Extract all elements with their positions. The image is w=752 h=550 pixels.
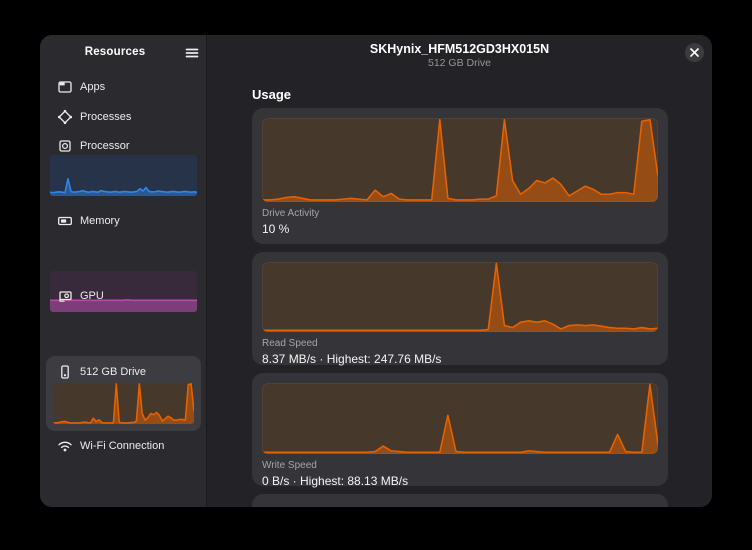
sidebar-item-processor[interactable]: Processor (40, 137, 207, 155)
close-button[interactable] (685, 43, 704, 62)
page-title: SKHynix_HFM512GD3HX015N (369, 42, 550, 56)
sidebar-item-gpu[interactable]: GPU (40, 287, 207, 305)
read-speed-card: Read Speed 8.37 MB/s · Highest: 247.76 M… (252, 252, 668, 366)
sidebar-item-processes[interactable]: Processes (40, 108, 207, 126)
close-icon (690, 48, 699, 57)
usage-section-title: Usage (252, 87, 292, 102)
gpu-icon (59, 291, 72, 302)
write-speed-card: Write Speed 0 B/s · Highest: 88.13 MB/s (252, 373, 668, 488)
sidebar-header: Resources (40, 35, 207, 71)
apps-icon (58, 81, 72, 93)
write-speed-value: 0 B/s · Highest: 88.13 MB/s (262, 474, 409, 488)
sidebar-item-label: GPU (80, 290, 104, 302)
processor-sparkline-chart (50, 155, 197, 196)
sidebar-item-label: Processes (80, 111, 132, 123)
drive-activity-card: Drive Activity 10 % (252, 108, 668, 244)
sidebar-item-label: Memory (80, 215, 120, 227)
memory-sparkline-chart (50, 271, 197, 312)
wifi-icon (58, 441, 72, 452)
sidebar-item-label: Apps (80, 81, 106, 93)
sidebar-item-label: Wi-Fi Connection (80, 440, 165, 452)
sidebar-item-wifi[interactable]: Wi-Fi Connection (40, 437, 207, 455)
drive-activity-label: Drive Activity (262, 208, 320, 219)
read-speed-chart (262, 262, 658, 332)
read-speed-label: Read Speed (262, 338, 318, 349)
sidebar-item-label: Processor (80, 140, 130, 152)
read-speed-value: 8.37 MB/s · Highest: 247.76 MB/s (262, 352, 442, 366)
main-content: SKHynix_HFM512GD3HX015N 512 GB Drive Usa… (207, 35, 712, 507)
hamburger-menu-icon (185, 48, 199, 58)
total-read-card: Total Read (252, 494, 668, 507)
memory-icon (58, 216, 72, 226)
processor-icon (59, 140, 71, 152)
sidebar-item-memory[interactable]: Memory (40, 212, 207, 230)
drive-activity-chart (262, 118, 658, 202)
sidebar-item-apps[interactable]: Apps (40, 78, 207, 96)
drive-icon (61, 365, 69, 379)
sidebar-item-label: 512 GB Drive (80, 366, 147, 378)
sidebar-item-drive-row: 512 GB Drive (46, 363, 213, 381)
page-subtitle: 512 GB Drive (427, 57, 492, 69)
write-speed-label: Write Speed (262, 460, 317, 471)
app-title: Resources (84, 46, 146, 58)
sidebar-item-drive[interactable]: 512 GB Drive (46, 356, 201, 431)
drive-sparkline-chart (53, 383, 194, 424)
processes-icon (57, 109, 73, 125)
resources-app-window: Resources Apps (40, 35, 712, 507)
sidebar: Resources Apps (40, 35, 207, 507)
main-menu-button[interactable] (181, 43, 203, 63)
drive-activity-value: 10 % (262, 222, 290, 236)
write-speed-chart (262, 383, 658, 454)
